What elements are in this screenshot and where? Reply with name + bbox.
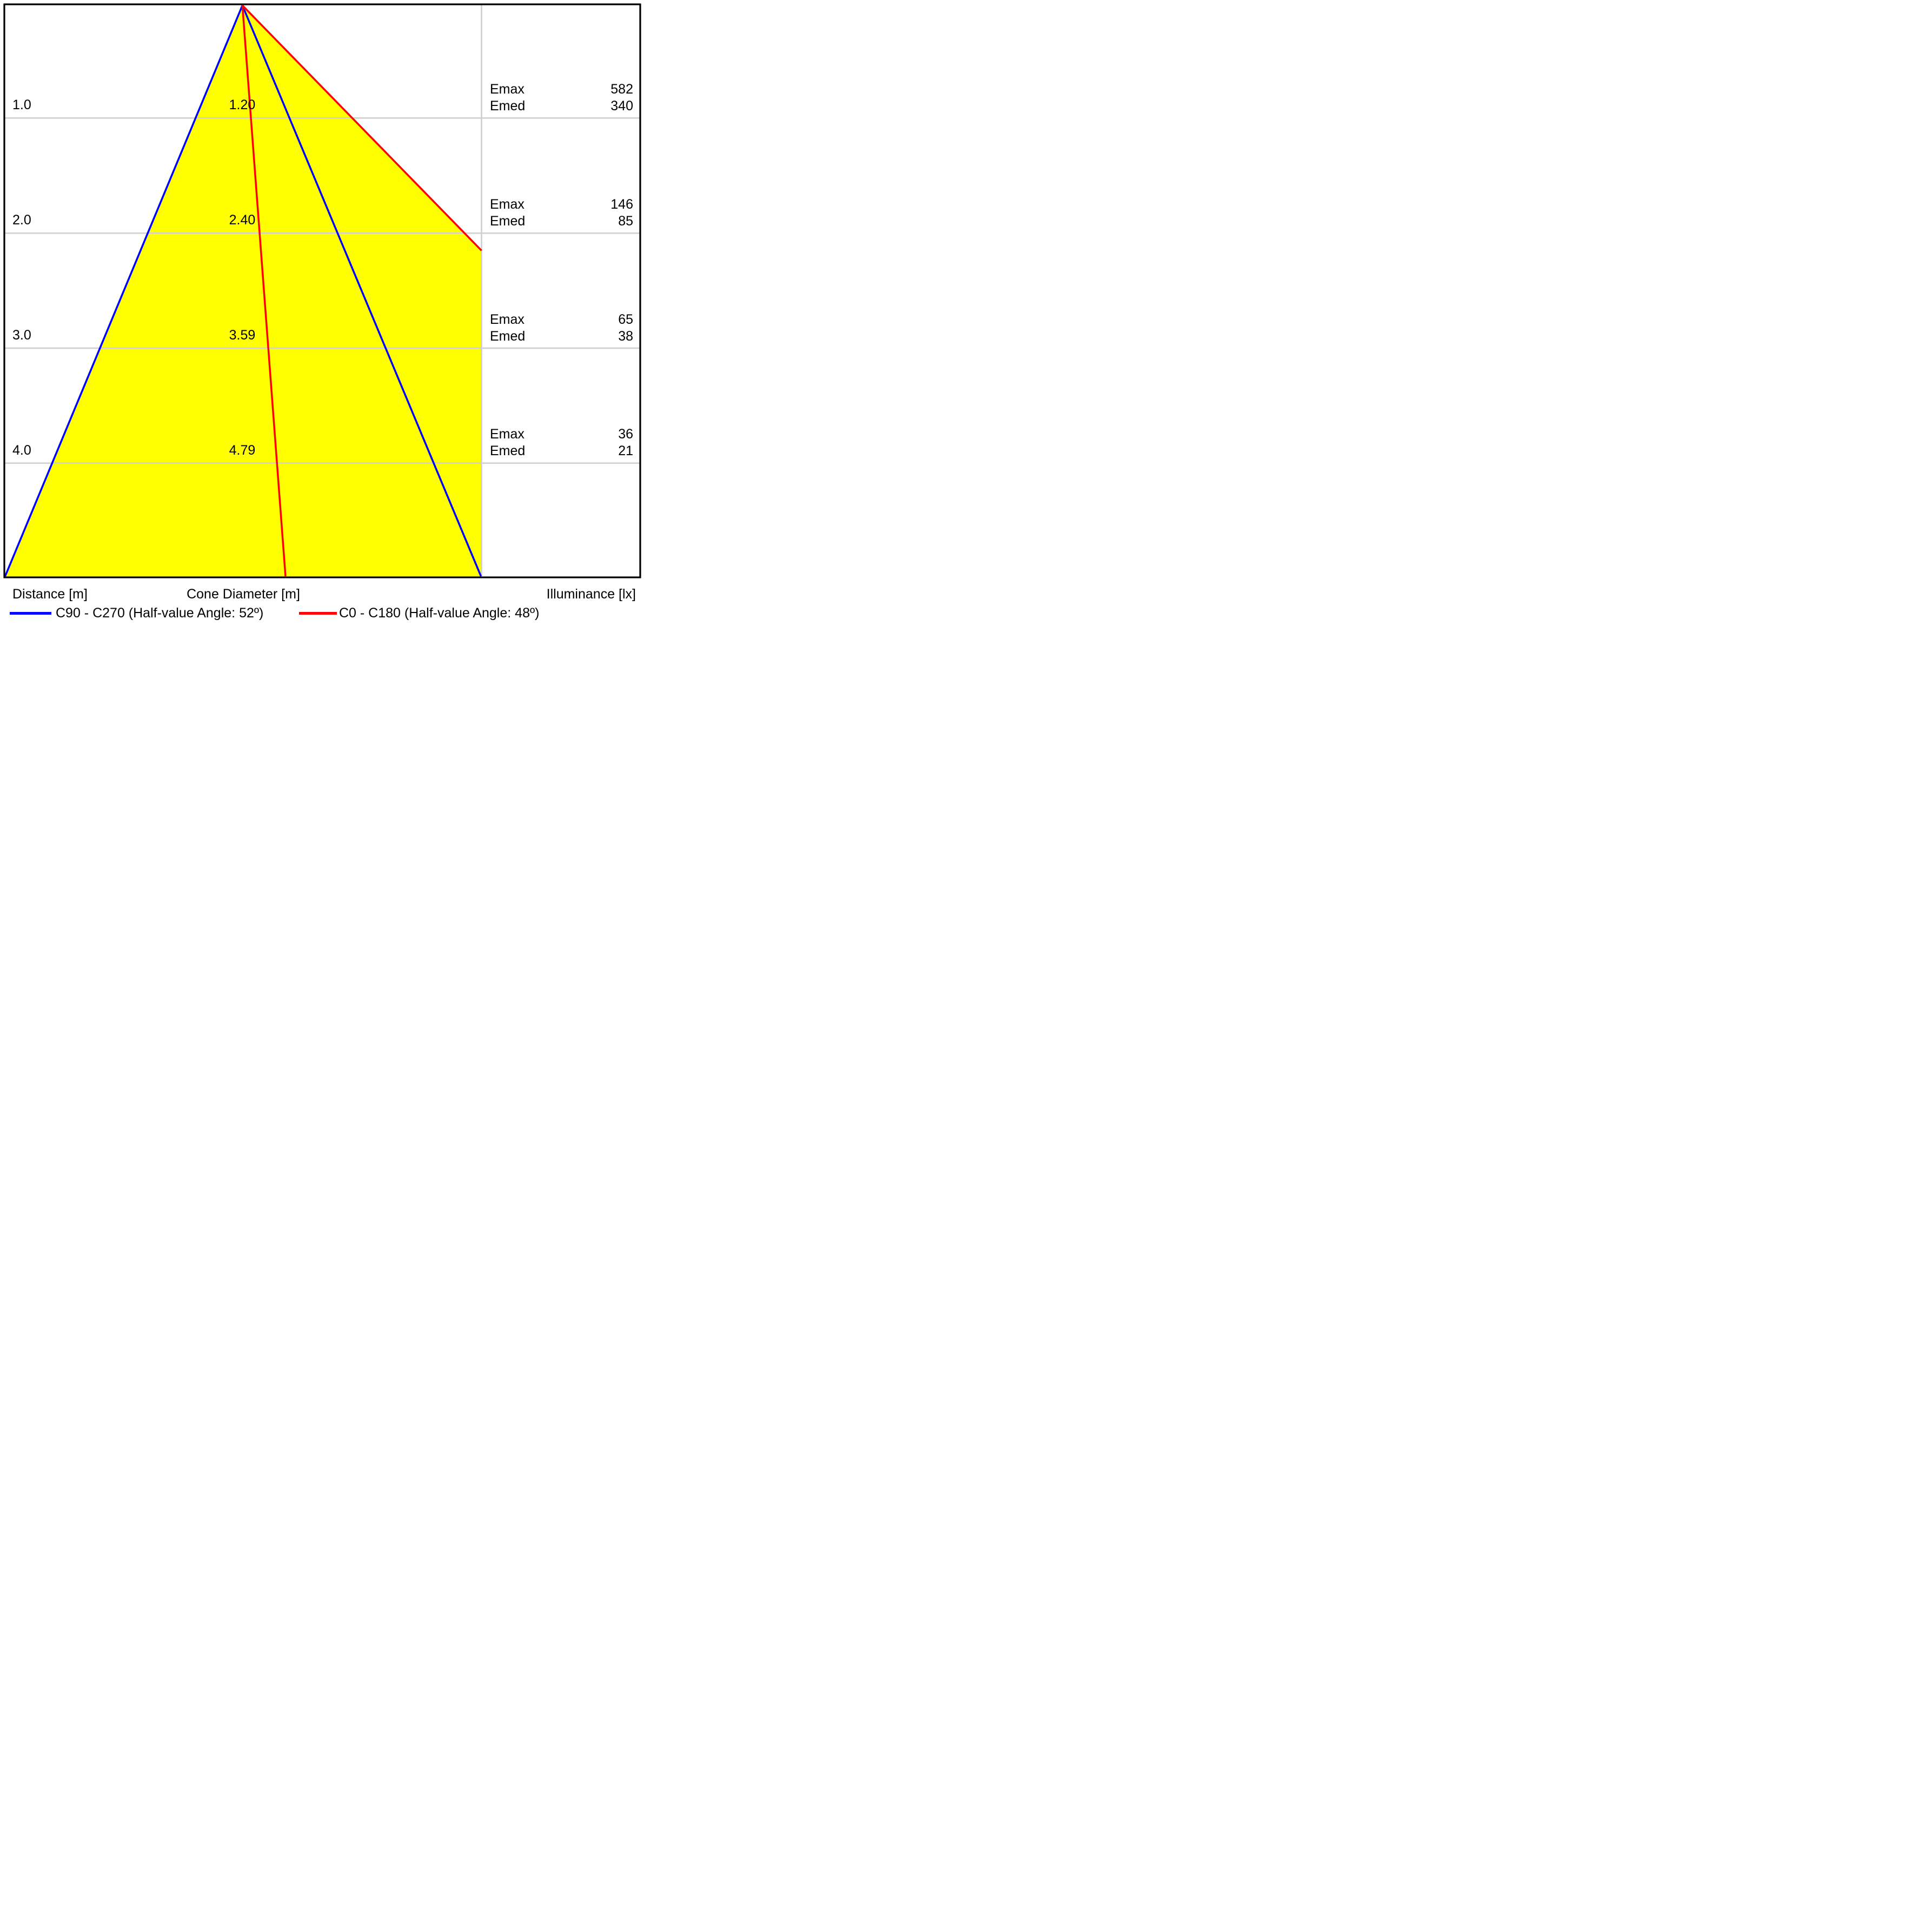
distance-tick-label: 2.0 [12, 212, 31, 228]
emax-value: 146 [610, 197, 633, 212]
c0-c180-legend-swatch [299, 612, 337, 615]
emed-label: Emed [490, 329, 526, 344]
cone-diameter-label: 3.59 [229, 328, 256, 343]
emax-label: Emax [490, 82, 525, 97]
illuminance-row-3m: Emax 65 Emed 38 [490, 311, 633, 345]
cone-diameter-axis-label: Cone Diameter [m] [187, 587, 300, 602]
emed-row: Emed 340 [490, 98, 633, 115]
chart-border [3, 3, 641, 578]
c90-c270-legend-swatch [10, 612, 51, 615]
emed-label: Emed [490, 443, 526, 458]
cone-diagram-canvas [3, 3, 641, 578]
illuminance-row-1m: Emax 582 Emed 340 [490, 81, 633, 115]
c0-c180-line-right [242, 4, 482, 251]
c90-c270-legend-label: C90 - C270 (Half-value Angle: 52º) [56, 605, 264, 621]
emed-label: Emed [490, 98, 526, 114]
light-cone-fill [5, 5, 482, 577]
distance-axis-label: Distance [m] [12, 587, 88, 602]
emax-row: Emax 65 [490, 311, 633, 328]
emax-label: Emax [490, 427, 525, 442]
emax-value: 36 [618, 427, 633, 442]
illuminance-axis-label: Illuminance [lx] [546, 587, 636, 602]
emed-row: Emed 85 [490, 213, 633, 230]
emed-value: 21 [618, 443, 633, 458]
c90-c270-line-right [241, 5, 482, 577]
emed-value: 38 [618, 329, 633, 344]
illuminance-row-2m: Emax 146 Emed 85 [490, 196, 633, 230]
emax-row: Emax 146 [490, 196, 633, 213]
emax-value: 65 [618, 312, 633, 327]
cone-diameter-label: 1.20 [229, 97, 256, 112]
cone-diameter-label: 4.79 [229, 443, 256, 458]
emed-row: Emed 38 [490, 328, 633, 345]
cone-diameter-label: 2.40 [229, 212, 256, 228]
distance-tick-label: 1.0 [12, 97, 31, 112]
distance-tick-label: 3.0 [12, 328, 31, 343]
emax-label: Emax [490, 197, 525, 212]
emax-label: Emax [490, 312, 525, 327]
emax-row: Emax 36 [490, 426, 633, 443]
c0-c180-line-center [241, 5, 287, 577]
emed-label: Emed [490, 214, 526, 229]
emax-row: Emax 582 [490, 81, 633, 98]
cone-diagram: 1.0 2.0 3.0 4.0 1.20 2.40 3.59 4.79 Emax… [0, 0, 644, 643]
c0-c180-legend-label: C0 - C180 (Half-value Angle: 48º) [339, 605, 540, 621]
emed-value: 340 [610, 98, 633, 114]
emax-value: 582 [610, 82, 633, 97]
emed-value: 85 [618, 214, 633, 229]
c90-c270-line-left [4, 5, 243, 577]
distance-tick-label: 4.0 [12, 443, 31, 458]
illuminance-row-4m: Emax 36 Emed 21 [490, 426, 633, 460]
emed-row: Emed 21 [490, 443, 633, 460]
